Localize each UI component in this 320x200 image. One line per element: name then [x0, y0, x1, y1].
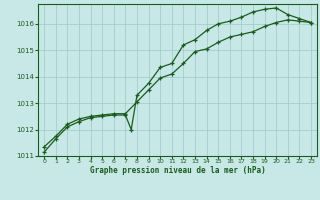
- X-axis label: Graphe pression niveau de la mer (hPa): Graphe pression niveau de la mer (hPa): [90, 166, 266, 175]
